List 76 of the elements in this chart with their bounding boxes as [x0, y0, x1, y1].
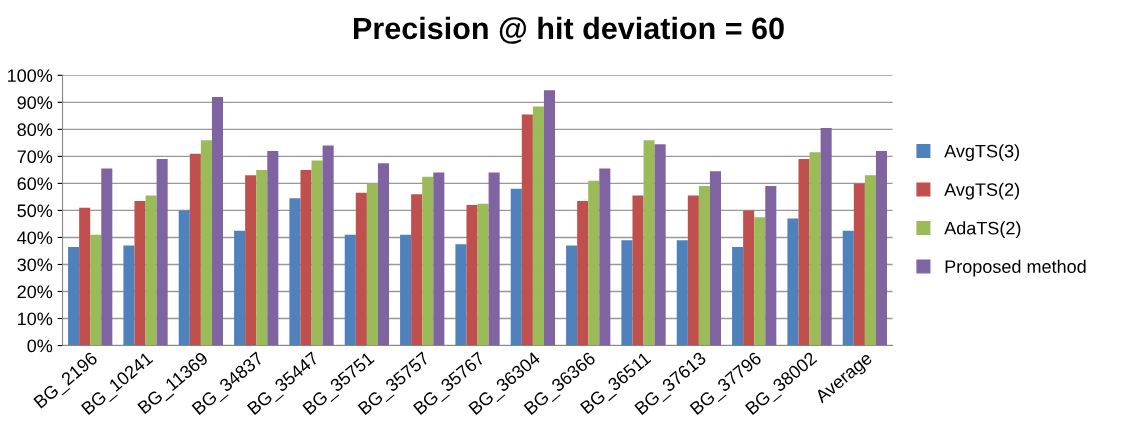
- bar: [289, 198, 301, 346]
- y-tick-label: 100%: [8, 69, 53, 83]
- bar: [355, 192, 367, 346]
- bar: [687, 195, 699, 346]
- bar: [732, 246, 744, 346]
- bar: [676, 240, 688, 346]
- bar: [267, 150, 279, 346]
- bar: [864, 175, 876, 346]
- y-tick-label: 40%: [17, 231, 53, 245]
- bar: [798, 159, 810, 346]
- bar: [178, 210, 190, 346]
- bar: [510, 188, 522, 346]
- bar: [366, 183, 378, 346]
- y-tick-label: 50%: [17, 204, 53, 218]
- bar: [698, 186, 710, 346]
- y-tick-label: 90%: [17, 96, 53, 110]
- bar: [79, 207, 91, 346]
- bar: [455, 244, 467, 346]
- bar: [853, 183, 865, 346]
- bar: [377, 163, 390, 346]
- bar: [477, 203, 489, 346]
- bar: [145, 195, 157, 346]
- bar: [765, 186, 777, 346]
- bar: [599, 168, 611, 346]
- y-tick-label: 70%: [17, 150, 53, 164]
- bar: [68, 246, 80, 346]
- y-tick-label: 30%: [17, 258, 53, 272]
- legend-label: AdaTS(2): [944, 221, 1021, 239]
- bar: [189, 153, 201, 346]
- bar: [621, 240, 633, 346]
- bar: [654, 144, 666, 346]
- bar: [90, 234, 102, 346]
- bar: [787, 218, 799, 346]
- bar: [322, 145, 334, 346]
- bar: [411, 194, 423, 346]
- bar: [234, 230, 246, 346]
- bar: [134, 200, 146, 346]
- y-tick-label: 80%: [17, 123, 53, 137]
- legend-label: Proposed method: [945, 259, 1086, 277]
- bar: [743, 210, 755, 346]
- bar: [643, 140, 655, 346]
- legend-label: AvgTS(2): [944, 182, 1019, 200]
- bar: [211, 96, 223, 346]
- bar: [245, 175, 257, 346]
- bar: [300, 169, 312, 346]
- bar: [532, 106, 544, 346]
- bar: [433, 172, 445, 346]
- bar: [842, 230, 854, 346]
- y-tick-label: 0%: [27, 339, 53, 353]
- legend-label: AvgTS(3): [944, 144, 1019, 162]
- bar: [566, 245, 578, 346]
- bar: [311, 160, 323, 346]
- bar: [754, 217, 766, 346]
- y-tick-label: 60%: [17, 177, 53, 191]
- y-tick-label: 10%: [18, 312, 53, 326]
- bar: [101, 168, 113, 346]
- bar: [543, 90, 556, 346]
- bar: [521, 114, 533, 346]
- bar: [820, 128, 832, 346]
- bar: [488, 172, 500, 346]
- bar: [577, 200, 589, 346]
- bar: [632, 195, 644, 346]
- bar: [809, 152, 821, 346]
- bar: [588, 180, 600, 346]
- y-tick-label: 20%: [17, 285, 53, 299]
- bar: [875, 150, 888, 346]
- bar: [256, 169, 268, 346]
- bar: [344, 234, 356, 346]
- chart-title: Precision @ hit deviation = 60: [354, 16, 784, 44]
- bar: [709, 171, 722, 346]
- bar: [466, 205, 478, 346]
- bar: [156, 159, 168, 346]
- bar: [200, 140, 212, 346]
- bar: [400, 234, 412, 346]
- bar: [422, 176, 434, 346]
- bar: [123, 245, 135, 346]
